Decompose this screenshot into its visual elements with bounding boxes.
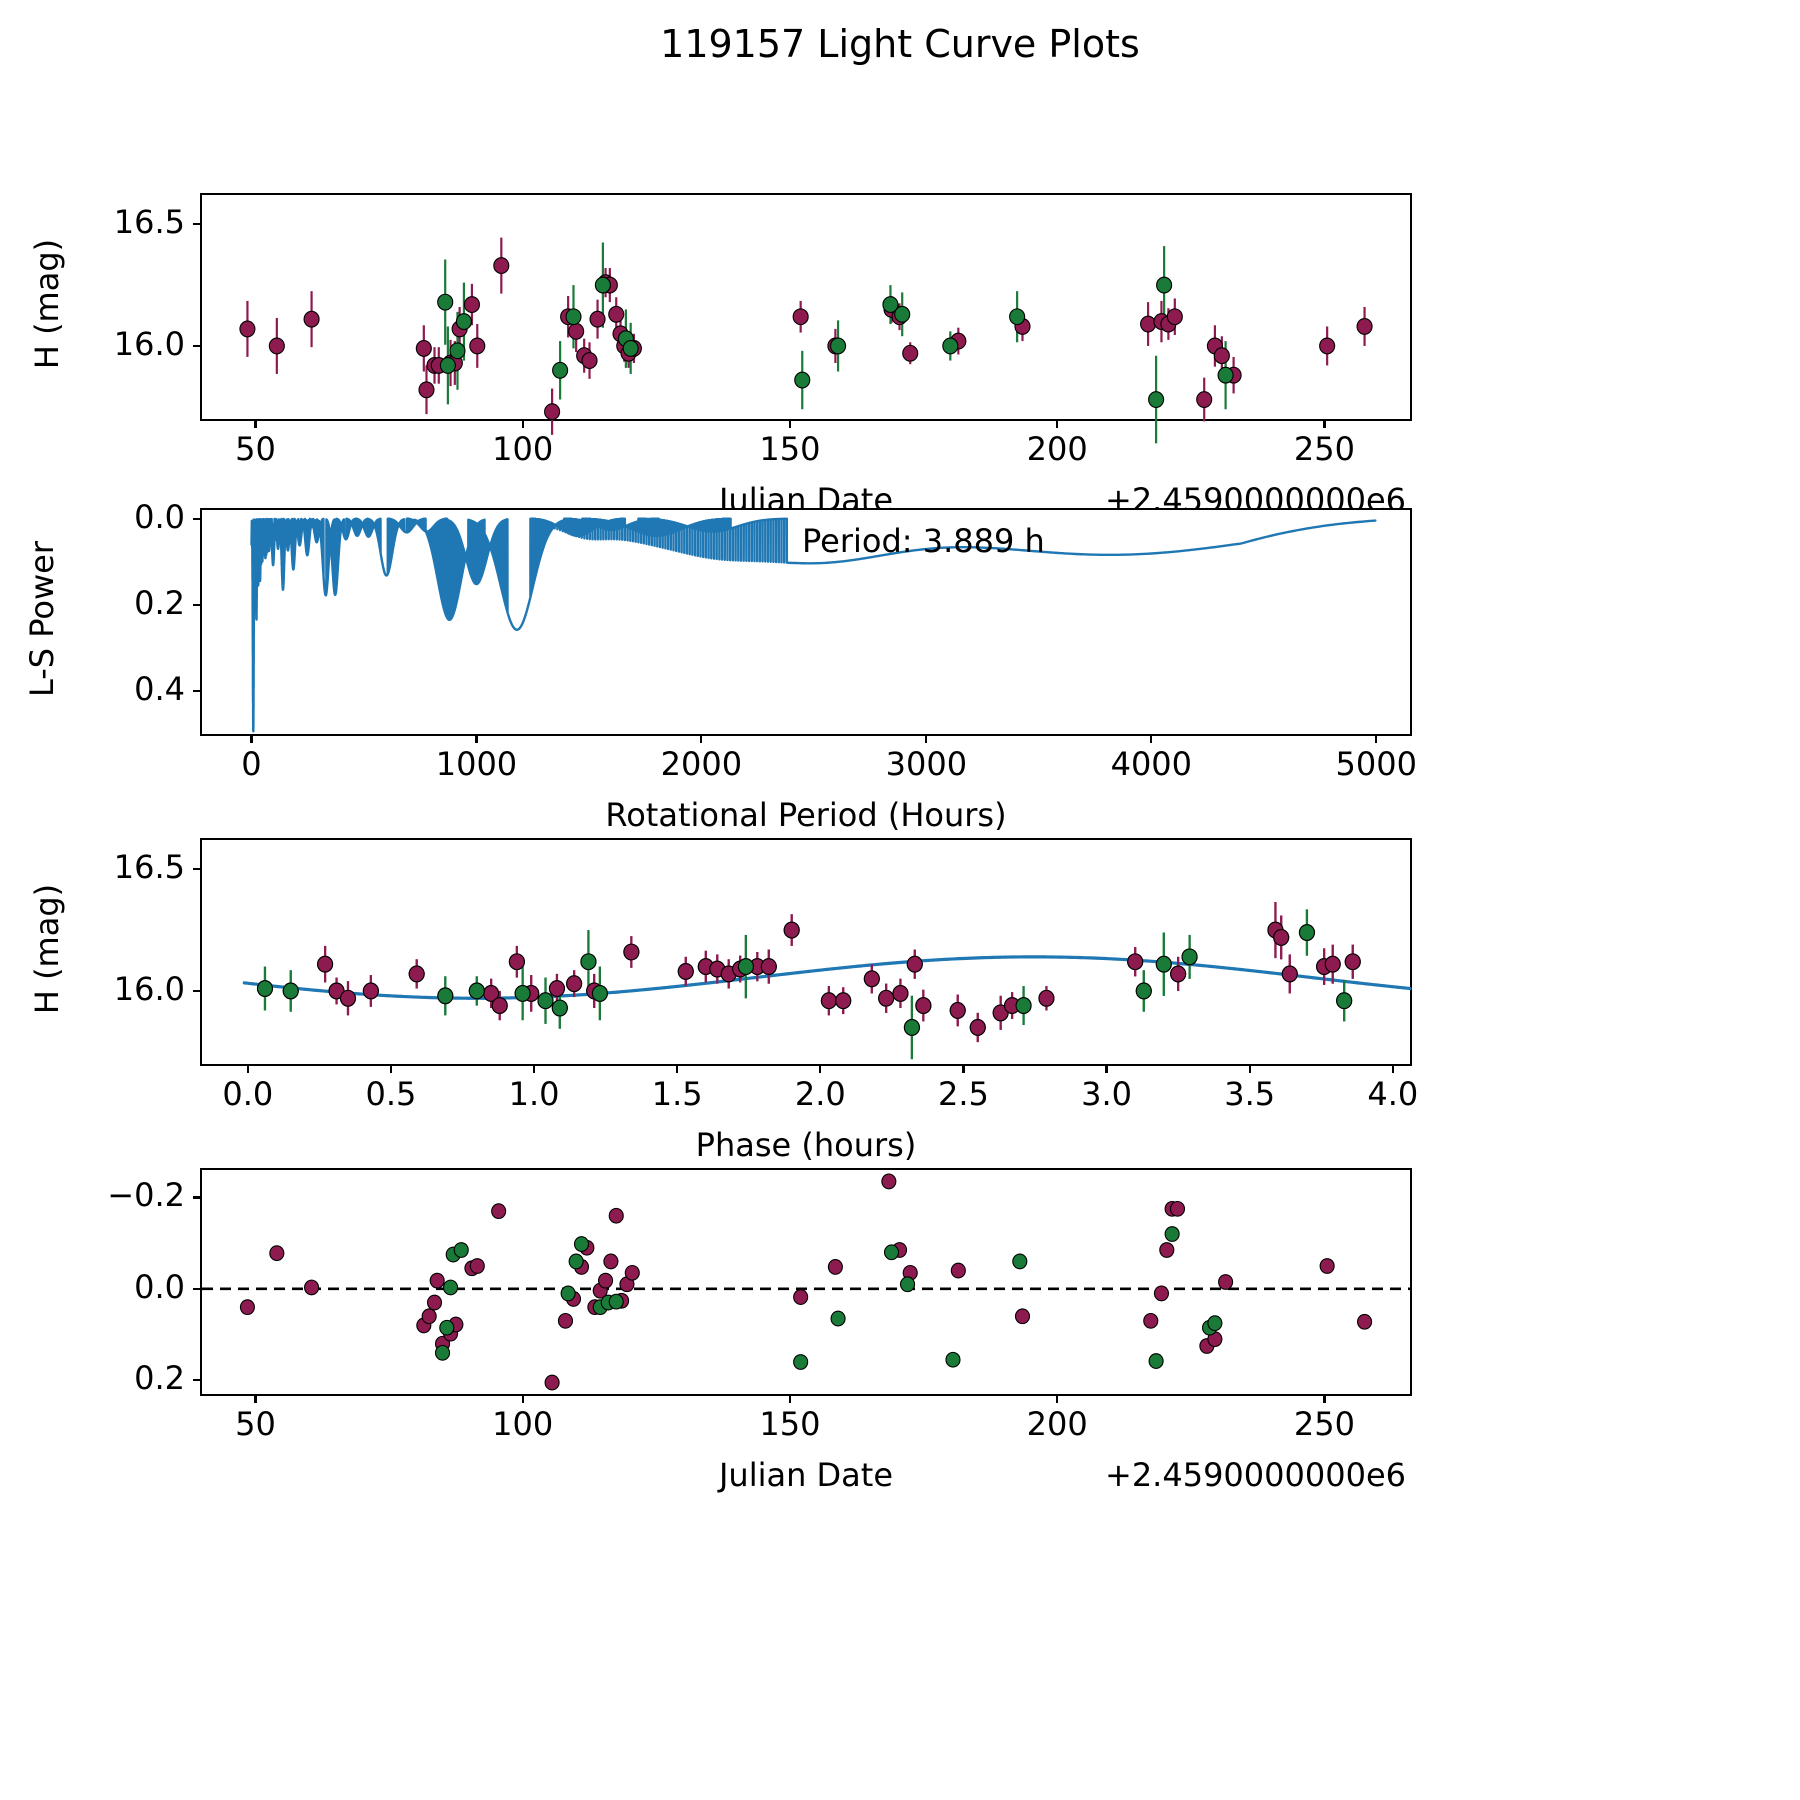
x-tick-mark <box>676 1064 679 1073</box>
x-tick-mark <box>521 1394 524 1403</box>
x-tick-mark <box>819 1064 822 1073</box>
x-tick-label: 200 <box>1026 1405 1088 1443</box>
x-tick-mark <box>1150 734 1153 743</box>
periodogram-xlabel: Rotational Period (Hours) <box>605 796 1007 834</box>
x-tick-mark <box>788 1394 792 1403</box>
x-tick-label: 250 <box>1293 1405 1355 1443</box>
y-tick-label: 16.0 <box>113 969 185 1008</box>
light-curve-plot-area <box>239 237 1373 444</box>
x-tick-mark <box>962 1064 965 1073</box>
x-tick-label: 0.0 <box>222 1075 274 1113</box>
y-tick-label: 0.0 <box>134 497 185 536</box>
x-tick-mark <box>250 734 253 743</box>
phase-folded-plot-area <box>242 902 1412 1060</box>
x-tick-mark <box>246 1064 249 1073</box>
y-tick-label: −0.2 <box>107 1176 185 1215</box>
x-tick-label: 100 <box>492 1405 554 1443</box>
y-tick-mark <box>193 223 202 226</box>
x-tick-label: 3.5 <box>1224 1075 1276 1113</box>
x-tick-label: 150 <box>759 430 821 468</box>
x-tick-mark <box>700 734 703 743</box>
x-tick-label: 50 <box>235 1405 276 1443</box>
residuals-plot-area <box>202 1173 1410 1391</box>
y-tick-label: 16.0 <box>113 324 185 363</box>
x-tick-mark <box>1056 1394 1059 1403</box>
y-tick-mark <box>193 344 202 348</box>
x-tick-label: 2000 <box>660 745 743 783</box>
y-tick-mark <box>193 1196 202 1199</box>
x-tick-mark <box>1248 1064 1251 1073</box>
y-tick-mark <box>193 1379 202 1382</box>
x-tick-mark <box>1105 1064 1108 1073</box>
x-tick-mark <box>254 419 257 428</box>
page-title: 119157 Light Curve Plots <box>660 22 1140 66</box>
x-tick-label: 4.0 <box>1367 1075 1419 1113</box>
residuals-x-offset-label: +2.4590000000e6 <box>1105 1456 1406 1494</box>
x-tick-mark <box>532 1064 536 1073</box>
x-tick-label: 3.0 <box>1081 1075 1132 1113</box>
y-tick-mark <box>193 1287 202 1290</box>
x-tick-label: 5000 <box>1335 745 1417 783</box>
x-tick-label: 1.5 <box>651 1075 703 1113</box>
x-tick-mark <box>521 419 524 428</box>
x-tick-label: 100 <box>492 430 554 468</box>
y-tick-mark <box>193 603 202 606</box>
y-tick-label: 0.4 <box>134 669 185 708</box>
residuals-axes <box>200 1168 1412 1396</box>
x-tick-label: 2.0 <box>794 1075 846 1113</box>
x-tick-label: 2.5 <box>937 1075 989 1113</box>
phase-folded-xlabel: Phase (hours) <box>695 1126 917 1164</box>
y-tick-label: 0.0 <box>134 1267 185 1306</box>
phase-folded-axes <box>200 838 1412 1066</box>
x-tick-label: 4000 <box>1110 745 1193 783</box>
period-annotation: Period: 3.889 h <box>802 522 1045 560</box>
x-tick-mark <box>1323 419 1326 428</box>
x-tick-mark <box>1391 1064 1394 1073</box>
x-tick-label: 150 <box>759 1405 821 1443</box>
y-tick-label: 16.5 <box>113 848 185 887</box>
residuals-xlabel: Julian Date <box>718 1456 894 1494</box>
x-tick-label: 250 <box>1293 430 1355 468</box>
x-tick-label: 0.5 <box>365 1075 417 1113</box>
y-tick-label: 16.5 <box>113 203 185 242</box>
x-tick-mark <box>475 734 478 743</box>
y-tick-mark <box>193 517 202 520</box>
y-tick-mark <box>193 868 202 871</box>
x-tick-mark <box>1056 419 1059 428</box>
light-curve-axes <box>200 193 1412 444</box>
y-tick-mark <box>193 989 202 993</box>
periodogram-plot-area <box>250 517 1377 733</box>
x-tick-mark <box>254 1394 257 1403</box>
y-tick-mark <box>193 689 202 692</box>
x-tick-label: 50 <box>235 430 276 468</box>
x-tick-mark <box>1375 734 1378 743</box>
y-tick-label: 0.2 <box>134 1359 185 1398</box>
x-tick-mark <box>925 734 928 743</box>
x-tick-label: 1.0 <box>508 1075 560 1113</box>
x-tick-label: 3000 <box>885 745 968 783</box>
x-tick-mark <box>1323 1394 1326 1403</box>
periodogram-axes <box>200 508 1412 736</box>
x-tick-label: 200 <box>1026 430 1088 468</box>
x-tick-mark <box>788 419 792 428</box>
x-tick-label: 0 <box>241 745 262 783</box>
x-tick-label: 1000 <box>435 745 518 783</box>
x-tick-mark <box>389 1064 393 1073</box>
y-tick-label: 0.2 <box>134 583 185 622</box>
